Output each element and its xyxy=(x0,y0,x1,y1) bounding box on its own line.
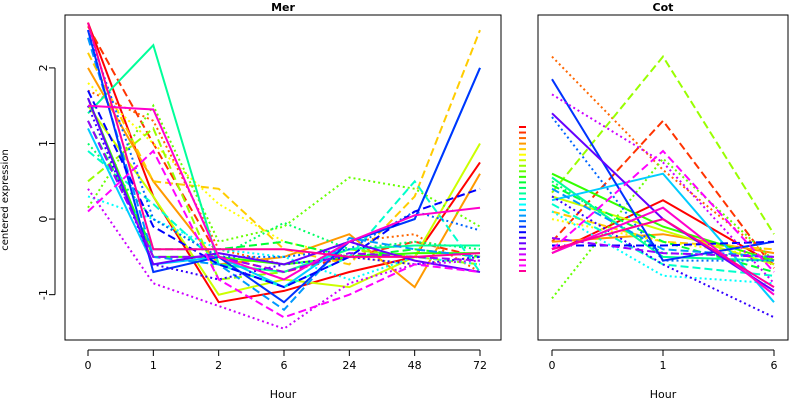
mer-series-line-24 xyxy=(87,188,481,330)
cot-series-line-25 xyxy=(551,206,775,296)
cot-series-line-16 xyxy=(551,172,775,303)
mer-x-axis-title: Hour xyxy=(270,388,297,400)
cot-series-line-8 xyxy=(551,54,775,235)
y-axis-label: centered expression xyxy=(0,149,11,251)
mer-series-line-20 xyxy=(87,90,481,289)
mer-x-tick-label: 6 xyxy=(281,359,288,372)
cot-x-axis: 0 1 6 xyxy=(549,349,778,372)
mer-y-tick-label: -1 xyxy=(37,289,50,300)
mer-y-tick-label: 1 xyxy=(37,140,50,147)
mer-panel-title: Mer xyxy=(271,1,295,14)
mer-series-line-18 xyxy=(87,29,481,258)
mer-x-axis: 0 1 2 6 24 48 72 xyxy=(85,349,487,372)
cot-series-line-26 xyxy=(551,149,775,273)
mer-x-tick-label: 0 xyxy=(85,359,92,372)
mer-series-line-19 xyxy=(87,29,481,304)
mer-panel: Mer -1 0 1 2 0 1 2 6 24 48 72 Hour xyxy=(37,1,502,400)
mer-x-tick-label: 2 xyxy=(215,359,222,372)
cot-series-line-17 xyxy=(551,187,775,258)
left-ylabel-group: centered expression xyxy=(0,149,11,251)
mer-series-line-9 xyxy=(87,103,481,243)
mer-series-line-1 xyxy=(87,22,481,304)
mer-series-line-27 xyxy=(87,22,481,258)
cot-series-line-20 xyxy=(552,240,775,247)
cot-series-line-23 xyxy=(551,237,775,258)
mer-x-tick-label: 24 xyxy=(342,359,356,372)
cot-series-line-2 xyxy=(551,119,775,269)
mer-series-line-2 xyxy=(87,25,481,274)
mer-series-line-23 xyxy=(87,120,481,274)
cot-plot-frame xyxy=(537,14,789,341)
mer-series-line-5 xyxy=(87,29,481,266)
mer-y-axis: -1 0 1 2 xyxy=(37,64,56,300)
cot-x-tick-label: 1 xyxy=(660,359,667,372)
cot-panel: Cot 0 1 6 Hour xyxy=(537,1,789,400)
color-key-dashes xyxy=(519,126,526,272)
cot-series-line-19 xyxy=(551,78,775,262)
cot-series-line-9 xyxy=(551,157,775,300)
mer-series-line-22 xyxy=(87,97,481,273)
mer-series-line-3 xyxy=(87,89,481,273)
cot-x-axis-title: Hour xyxy=(650,388,677,400)
cot-x-tick-label: 0 xyxy=(549,359,556,372)
mer-y-tick-label: 2 xyxy=(37,64,50,71)
cot-x-tick-label: 6 xyxy=(771,359,778,372)
cot-panel-title: Cot xyxy=(653,1,674,14)
cot-series-line-21 xyxy=(551,195,775,319)
mer-x-tick-label: 72 xyxy=(473,359,487,372)
mer-plot-frame xyxy=(64,14,502,341)
cot-series-line-27 xyxy=(551,218,775,288)
mer-series-line-12 xyxy=(87,142,481,259)
cot-series-line-7 xyxy=(551,195,775,266)
cot-series-group xyxy=(551,54,775,319)
mer-x-tick-label: 48 xyxy=(408,359,422,372)
mer-series-line-25 xyxy=(87,104,481,281)
mer-series-line-17 xyxy=(87,37,481,312)
cot-series-line-24 xyxy=(551,93,775,284)
mer-x-tick-label: 1 xyxy=(150,359,157,372)
mer-series-group xyxy=(87,22,481,330)
mer-y-tick-label: 0 xyxy=(37,216,50,223)
mer-series-line-26 xyxy=(87,149,481,319)
